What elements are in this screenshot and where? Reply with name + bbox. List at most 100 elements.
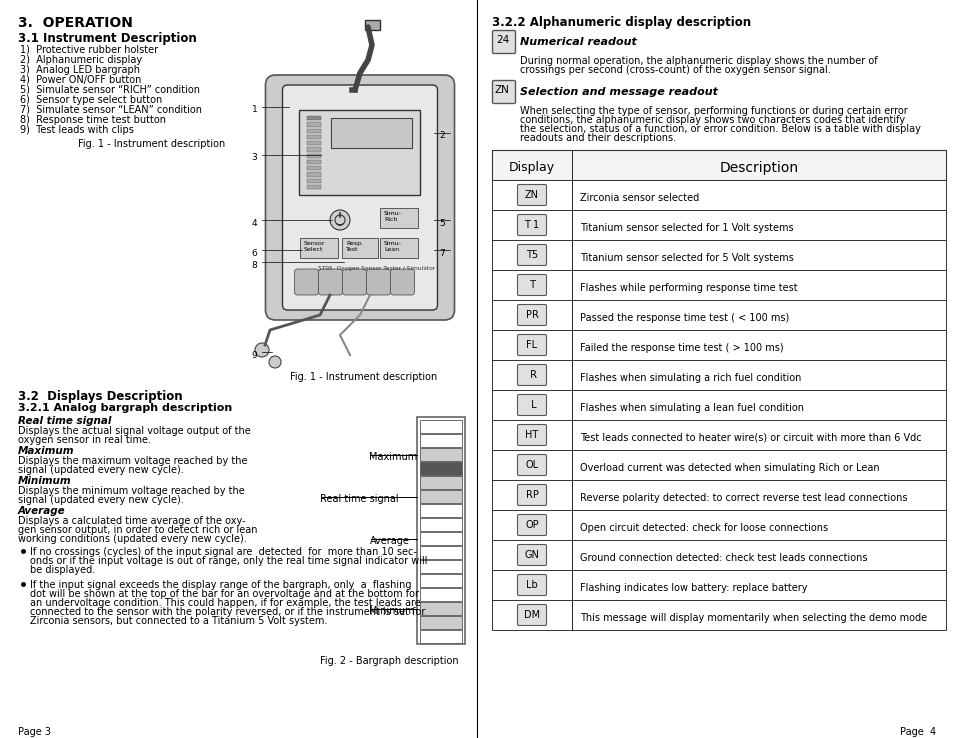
Text: Simu-
Lean: Simu- Lean bbox=[384, 241, 401, 252]
Bar bbox=[492, 570, 945, 600]
FancyBboxPatch shape bbox=[318, 269, 342, 295]
Bar bbox=[492, 420, 945, 450]
Text: 3.2  Displays Description: 3.2 Displays Description bbox=[18, 390, 182, 403]
Text: 4)  Power ON/OFF button: 4) Power ON/OFF button bbox=[20, 75, 141, 85]
Text: 9: 9 bbox=[252, 351, 257, 359]
Text: Fig. 1 - Instrument description: Fig. 1 - Instrument description bbox=[78, 139, 225, 149]
FancyBboxPatch shape bbox=[517, 424, 546, 446]
Text: T: T bbox=[527, 280, 536, 290]
Bar bbox=[299, 110, 420, 195]
Text: Average: Average bbox=[18, 506, 66, 516]
Text: connected to the sensor with the polarity reversed, or if the instrument is set : connected to the sensor with the polarit… bbox=[30, 607, 425, 617]
Bar bbox=[341, 238, 377, 258]
Text: Overload current was detected when simulating Rich or Lean: Overload current was detected when simul… bbox=[579, 463, 879, 473]
Bar bbox=[419, 490, 461, 503]
Text: Page  4: Page 4 bbox=[899, 727, 935, 737]
Text: Flashing indicates low battery: replace battery: Flashing indicates low battery: replace … bbox=[579, 583, 806, 593]
Text: Displays the minimum voltage reached by the: Displays the minimum voltage reached by … bbox=[18, 486, 245, 496]
Text: Minimum: Minimum bbox=[18, 476, 71, 486]
FancyBboxPatch shape bbox=[517, 334, 546, 356]
Text: 3.  OPERATION: 3. OPERATION bbox=[18, 16, 132, 30]
Text: Sensor
Select: Sensor Select bbox=[304, 241, 325, 252]
Text: 6: 6 bbox=[252, 249, 257, 258]
Text: Real time signal: Real time signal bbox=[319, 494, 398, 505]
Text: Minimum: Minimum bbox=[369, 607, 415, 616]
Bar bbox=[419, 574, 461, 587]
Text: Zirconia sensors, but connected to a Titanium 5 Volt system.: Zirconia sensors, but connected to a Tit… bbox=[30, 616, 327, 626]
Text: HT: HT bbox=[525, 430, 538, 440]
Text: 7)  Simulate sensor “LEAN” condition: 7) Simulate sensor “LEAN” condition bbox=[20, 105, 202, 115]
Text: ST05  Oxygen Sensor Tester / Simulator: ST05 Oxygen Sensor Tester / Simulator bbox=[317, 266, 435, 271]
Bar bbox=[307, 166, 321, 170]
Text: FL: FL bbox=[526, 340, 537, 350]
Bar bbox=[331, 118, 412, 148]
Bar bbox=[492, 360, 945, 390]
Text: oxygen sensor in real time.: oxygen sensor in real time. bbox=[18, 435, 151, 445]
Bar bbox=[492, 300, 945, 330]
Bar bbox=[307, 135, 321, 139]
Circle shape bbox=[269, 356, 281, 368]
Bar bbox=[307, 128, 321, 133]
Text: Maximum: Maximum bbox=[369, 452, 417, 463]
Text: 2: 2 bbox=[439, 131, 445, 140]
Text: the selection, status of a function, or error condition. Below is a table with d: the selection, status of a function, or … bbox=[519, 124, 920, 134]
Bar bbox=[492, 150, 945, 180]
Text: 3.2.2 Alphanumeric display description: 3.2.2 Alphanumeric display description bbox=[492, 16, 750, 29]
FancyBboxPatch shape bbox=[390, 269, 414, 295]
Text: Resp.
Test: Resp. Test bbox=[346, 241, 363, 252]
Bar bbox=[492, 540, 945, 570]
Text: Test leads connected to heater wire(s) or circuit with more than 6 Vdc: Test leads connected to heater wire(s) o… bbox=[579, 433, 921, 443]
Text: Reverse polarity detected: to correct reverse test lead connections: Reverse polarity detected: to correct re… bbox=[579, 493, 906, 503]
Text: onds or if the input voltage is out of range, only the real time signal indicato: onds or if the input voltage is out of r… bbox=[30, 556, 427, 566]
Bar bbox=[492, 450, 945, 480]
Bar bbox=[419, 588, 461, 601]
Bar bbox=[419, 420, 461, 433]
Text: Displays the actual signal voltage output of the: Displays the actual signal voltage outpu… bbox=[18, 426, 251, 436]
Text: GN: GN bbox=[524, 550, 538, 560]
Bar bbox=[419, 434, 461, 447]
FancyBboxPatch shape bbox=[517, 184, 546, 205]
FancyBboxPatch shape bbox=[282, 85, 437, 310]
FancyBboxPatch shape bbox=[265, 75, 454, 320]
Text: During normal operation, the alphanumeric display shows the number of: During normal operation, the alphanumeri… bbox=[519, 56, 877, 66]
Text: Open circuit detected: check for loose connections: Open circuit detected: check for loose c… bbox=[579, 523, 827, 533]
Text: 3: 3 bbox=[252, 154, 257, 162]
Circle shape bbox=[254, 343, 269, 357]
Text: 1)  Protective rubber holster: 1) Protective rubber holster bbox=[20, 45, 158, 55]
Bar bbox=[379, 208, 417, 228]
Text: ZN: ZN bbox=[495, 85, 509, 95]
FancyBboxPatch shape bbox=[342, 269, 366, 295]
Text: Passed the response time test ( < 100 ms): Passed the response time test ( < 100 ms… bbox=[579, 313, 788, 323]
FancyBboxPatch shape bbox=[517, 485, 546, 506]
Bar bbox=[492, 600, 945, 630]
Bar bbox=[307, 123, 321, 126]
Bar bbox=[307, 172, 321, 176]
Bar bbox=[419, 546, 461, 559]
Text: an undervoltage condition. This could happen, if for example, the test leads are: an undervoltage condition. This could ha… bbox=[30, 598, 420, 608]
Text: Displays a calculated time average of the oxy-: Displays a calculated time average of th… bbox=[18, 516, 245, 526]
Bar bbox=[299, 238, 337, 258]
Text: 6)  Sensor type select button: 6) Sensor type select button bbox=[20, 95, 162, 105]
Text: Real time signal: Real time signal bbox=[18, 416, 112, 426]
Text: 2)  Alphanumeric display: 2) Alphanumeric display bbox=[20, 55, 142, 65]
Text: dot will be shown at the top of the bar for an overvoltage and at the bottom for: dot will be shown at the top of the bar … bbox=[30, 589, 418, 599]
Text: RP: RP bbox=[525, 490, 537, 500]
Bar bbox=[419, 518, 461, 531]
Text: 5: 5 bbox=[439, 218, 445, 227]
Text: Fig. 1 - Instrument description: Fig. 1 - Instrument description bbox=[290, 372, 436, 382]
Text: Maximum: Maximum bbox=[18, 446, 74, 456]
Text: Titanium sensor selected for 1 Volt systems: Titanium sensor selected for 1 Volt syst… bbox=[579, 223, 793, 233]
Text: Flashes when simulating a rich fuel condition: Flashes when simulating a rich fuel cond… bbox=[579, 373, 801, 383]
Bar bbox=[419, 462, 461, 475]
Text: When selecting the type of sensor, performing functions or during certain error: When selecting the type of sensor, perfo… bbox=[519, 106, 907, 116]
Text: signal (updated every new cycle).: signal (updated every new cycle). bbox=[18, 495, 184, 505]
Bar bbox=[419, 476, 461, 489]
Text: Zirconia sensor selected: Zirconia sensor selected bbox=[579, 193, 699, 203]
Text: If no crossings (cycles) of the input signal are  detected  for  more than 10 se: If no crossings (cycles) of the input si… bbox=[30, 547, 416, 557]
FancyBboxPatch shape bbox=[517, 604, 546, 626]
FancyBboxPatch shape bbox=[517, 455, 546, 475]
Text: Ground connection detected: check test leads connections: Ground connection detected: check test l… bbox=[579, 553, 866, 563]
Text: Titanium sensor selected for 5 Volt systems: Titanium sensor selected for 5 Volt syst… bbox=[579, 253, 793, 263]
Text: Simu-
Rich: Simu- Rich bbox=[384, 211, 401, 222]
Bar bbox=[492, 210, 945, 240]
